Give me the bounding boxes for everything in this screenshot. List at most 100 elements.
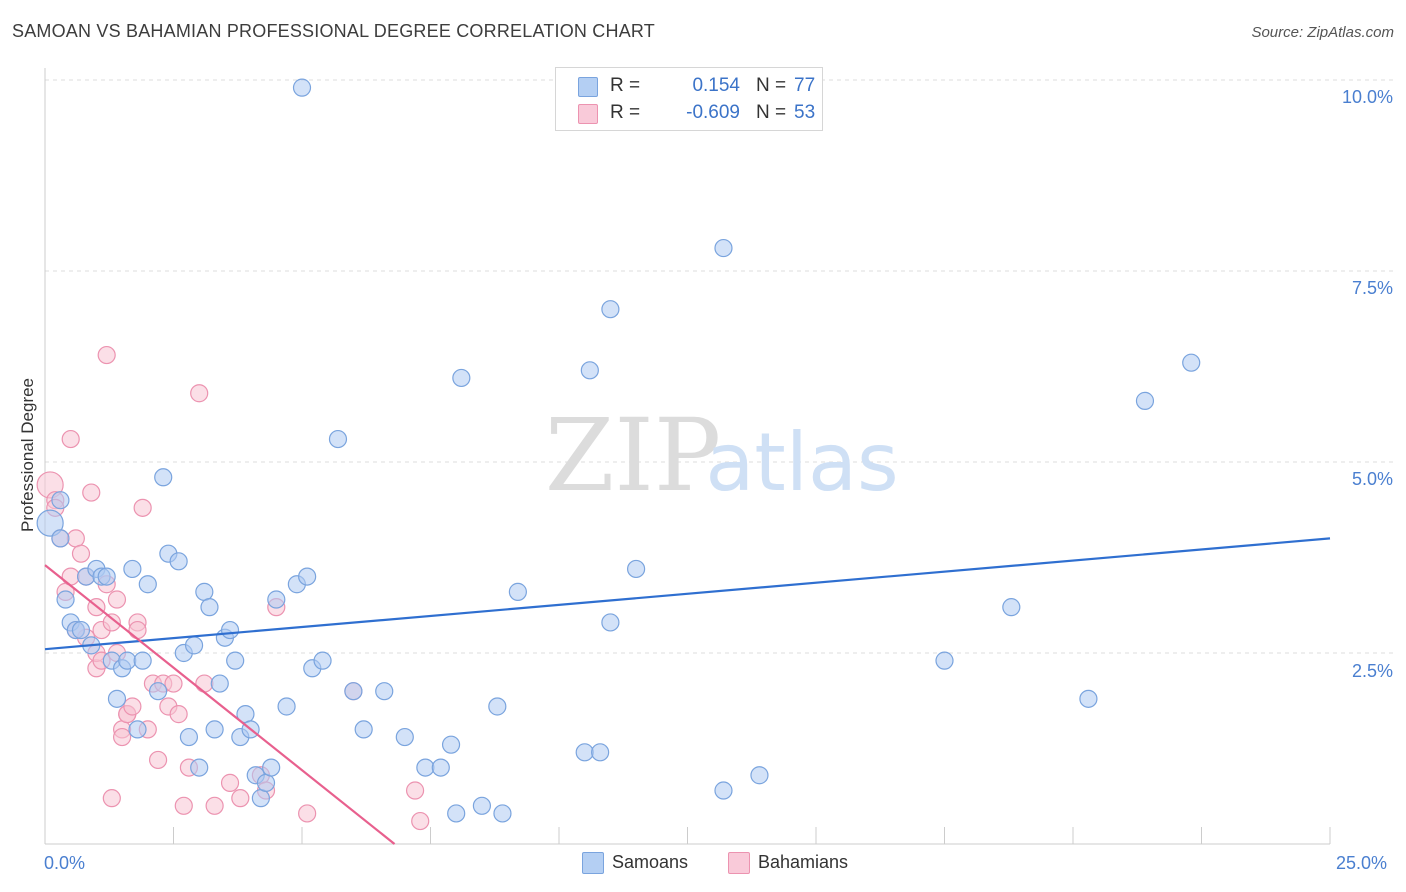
samoan-point bbox=[56, 590, 75, 609]
samoan-point bbox=[205, 720, 224, 739]
samoan-point bbox=[210, 674, 229, 693]
n-label: N = bbox=[756, 75, 787, 96]
x-tick-label-max: 25.0% bbox=[1336, 853, 1388, 873]
bahamian-point bbox=[71, 544, 91, 563]
bahamian-point bbox=[82, 483, 101, 502]
bahamian-point bbox=[169, 705, 188, 724]
trend-lines bbox=[44, 537, 1331, 845]
samoan-point bbox=[184, 636, 204, 655]
samoan-point bbox=[601, 300, 620, 319]
y-tick-label-5-0: 5.0% bbox=[1351, 469, 1393, 489]
bahamian-point bbox=[164, 674, 183, 693]
bahamian-point bbox=[107, 590, 127, 609]
bahamian-point bbox=[231, 789, 250, 808]
bahamian-point bbox=[411, 811, 430, 831]
samoan-point bbox=[251, 789, 270, 808]
samoan-point bbox=[107, 689, 127, 708]
samoan-point bbox=[344, 682, 363, 701]
samoan-point bbox=[195, 582, 214, 601]
samoan-point bbox=[416, 758, 435, 777]
bahamian-point bbox=[195, 674, 214, 693]
samoan-point bbox=[292, 78, 312, 97]
samoan-point bbox=[395, 727, 414, 747]
bahamians-n-value: 53 bbox=[794, 102, 816, 123]
samoans-points bbox=[36, 78, 1201, 823]
samoan-point bbox=[714, 781, 733, 800]
bahamian-point bbox=[205, 796, 224, 815]
bahamian-point bbox=[97, 345, 116, 365]
samoans-label: Samoans bbox=[612, 852, 689, 872]
samoan-point bbox=[51, 529, 70, 548]
samoan-point bbox=[128, 720, 147, 739]
bahamian-point bbox=[66, 529, 85, 548]
samoan-point bbox=[601, 613, 620, 632]
samoan-point bbox=[472, 796, 491, 815]
watermark-atlas: atlas bbox=[705, 416, 898, 509]
bahamian-point bbox=[148, 750, 168, 770]
samoan-point bbox=[71, 620, 91, 640]
samoan-point bbox=[493, 804, 512, 823]
r-label: R = bbox=[610, 102, 641, 123]
samoan-point bbox=[262, 758, 281, 777]
samoans-trend-line bbox=[44, 537, 1331, 651]
bahamian-point bbox=[61, 567, 80, 586]
samoans-swatch bbox=[578, 77, 598, 97]
samoan-point bbox=[328, 429, 348, 449]
bahamians-label: Bahamians bbox=[758, 852, 849, 872]
samoan-point bbox=[488, 697, 507, 716]
stats-legend: R = 0.154 N = 77 R = -0.609 N = 53 bbox=[555, 67, 823, 131]
samoan-point bbox=[118, 651, 137, 670]
chart-title: SAMOAN VS BAHAMIAN PROFESSIONAL DEGREE C… bbox=[12, 21, 655, 41]
samoan-point bbox=[1135, 391, 1155, 410]
samoan-point bbox=[714, 238, 733, 258]
bahamians-points bbox=[36, 345, 430, 831]
samoan-point bbox=[1079, 689, 1098, 708]
samoan-point bbox=[133, 651, 152, 670]
samoan-point bbox=[626, 559, 646, 579]
samoan-point bbox=[200, 598, 219, 617]
samoan-point bbox=[179, 727, 199, 747]
source-credit: Source: ZipAtlas.com bbox=[1251, 24, 1394, 41]
samoan-point bbox=[190, 758, 209, 777]
y-tick-label-7-5: 7.5% bbox=[1351, 278, 1393, 298]
samoan-point bbox=[452, 368, 471, 388]
samoan-point bbox=[123, 559, 142, 579]
samoan-point bbox=[277, 697, 296, 716]
watermark-zip: ZIP bbox=[545, 397, 721, 514]
samoan-point bbox=[431, 758, 450, 777]
bahamian-point bbox=[102, 613, 121, 632]
samoan-point bbox=[138, 575, 157, 594]
samoan-point bbox=[591, 743, 610, 762]
bahamian-point bbox=[298, 804, 317, 823]
samoans-swatch bbox=[582, 852, 604, 874]
axes bbox=[44, 68, 1331, 845]
x-tick-label-min: 0.0% bbox=[44, 853, 86, 873]
samoan-point bbox=[36, 509, 64, 537]
samoan-point bbox=[220, 620, 240, 640]
y-tick-label-10-0: 10.0% bbox=[1341, 87, 1393, 107]
samoan-point bbox=[148, 682, 168, 701]
samoan-point bbox=[97, 567, 116, 586]
samoan-point bbox=[1182, 353, 1201, 372]
samoan-point bbox=[1002, 598, 1021, 617]
r-label: R = bbox=[610, 75, 641, 96]
bahamian-point bbox=[220, 773, 240, 792]
samoan-point bbox=[508, 582, 527, 601]
samoan-point bbox=[298, 567, 317, 586]
samoan-point bbox=[375, 682, 394, 701]
samoan-point bbox=[580, 361, 599, 380]
samoan-point bbox=[447, 804, 466, 823]
samoan-point bbox=[575, 743, 594, 762]
bahamian-point bbox=[174, 796, 193, 815]
samoan-point bbox=[354, 720, 373, 739]
bahamian-point bbox=[123, 697, 142, 716]
bahamian-point bbox=[133, 498, 152, 517]
bahamian-point bbox=[405, 781, 425, 800]
samoans-r-value: 0.154 bbox=[692, 75, 740, 96]
samoan-point bbox=[750, 766, 769, 785]
samoan-point bbox=[154, 468, 173, 487]
samoan-point bbox=[441, 735, 461, 754]
bahamians-r-value: -0.609 bbox=[686, 102, 740, 123]
bahamian-point bbox=[112, 727, 132, 747]
